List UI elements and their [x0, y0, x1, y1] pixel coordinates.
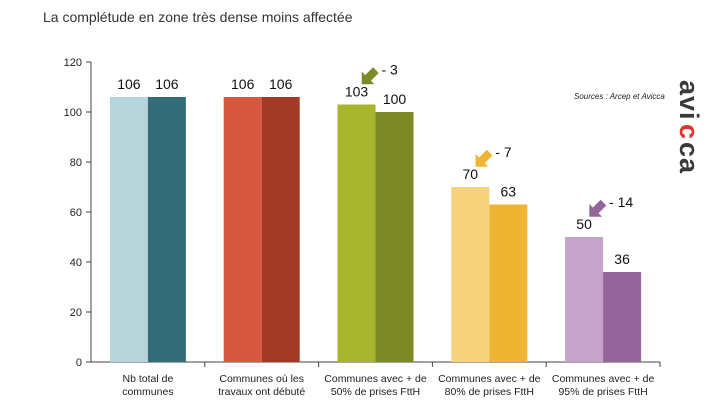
bar-series-1: [451, 187, 490, 362]
data-label: 106: [155, 76, 179, 92]
y-tick-label: 80: [70, 157, 82, 169]
category-label: Communes où les travaux ont débuté: [218, 373, 305, 398]
data-label: 106: [117, 76, 141, 92]
bar-series-2: [147, 97, 186, 362]
arrow-shape: [361, 67, 379, 85]
difference-label: - 7: [495, 144, 512, 160]
y-tick-label: 60: [70, 207, 82, 219]
y-tick-label: 0: [76, 357, 82, 369]
data-label: 106: [269, 76, 293, 92]
data-label: 106: [231, 76, 255, 92]
bar-series-1: [109, 97, 148, 362]
bar-series-2: [375, 112, 414, 362]
y-tick-label: 100: [64, 107, 82, 119]
avicca-logo: avi c ca: [674, 80, 704, 174]
data-label: 103: [345, 84, 369, 100]
data-label: 36: [614, 251, 630, 267]
y-tick-label: 120: [64, 57, 82, 69]
decrease-arrow-icon: [589, 199, 607, 217]
difference-label: - 3: [382, 62, 399, 78]
decrease-arrow-icon: [475, 149, 493, 167]
svg-text:avi: avi: [674, 80, 704, 121]
svg-text:c: c: [674, 124, 704, 139]
data-label: 100: [383, 91, 407, 107]
data-label: 70: [463, 166, 479, 182]
y-tick-label: 20: [70, 307, 82, 319]
bar-series-1: [223, 97, 262, 362]
svg-text:ca: ca: [674, 142, 704, 174]
source-note: Sources : Arcep et Avicca: [574, 92, 665, 101]
bar-series-2: [603, 272, 642, 362]
y-tick-label: 40: [70, 257, 82, 269]
bar-series-1: [565, 237, 604, 362]
category-label: Nb total de communes: [122, 373, 173, 398]
data-label: 63: [501, 184, 517, 200]
bar-series-2: [261, 97, 300, 362]
arrow-shape: [475, 149, 493, 167]
chart-title: La complétude en zone très dense moins a…: [43, 9, 353, 25]
category-label: Communes avec + de 50% de prises FttH: [324, 373, 427, 398]
difference-label: - 14: [609, 194, 633, 210]
category-label: Communes avec + de 80% de prises FttH: [438, 373, 541, 398]
category-label: Communes avec + de 95% de prises FttH: [552, 373, 655, 398]
decrease-arrow-icon: [361, 67, 379, 85]
data-label: 50: [576, 216, 592, 232]
arrow-shape: [589, 199, 607, 217]
bar-series-1: [337, 104, 376, 362]
bar-series-2: [489, 204, 528, 362]
